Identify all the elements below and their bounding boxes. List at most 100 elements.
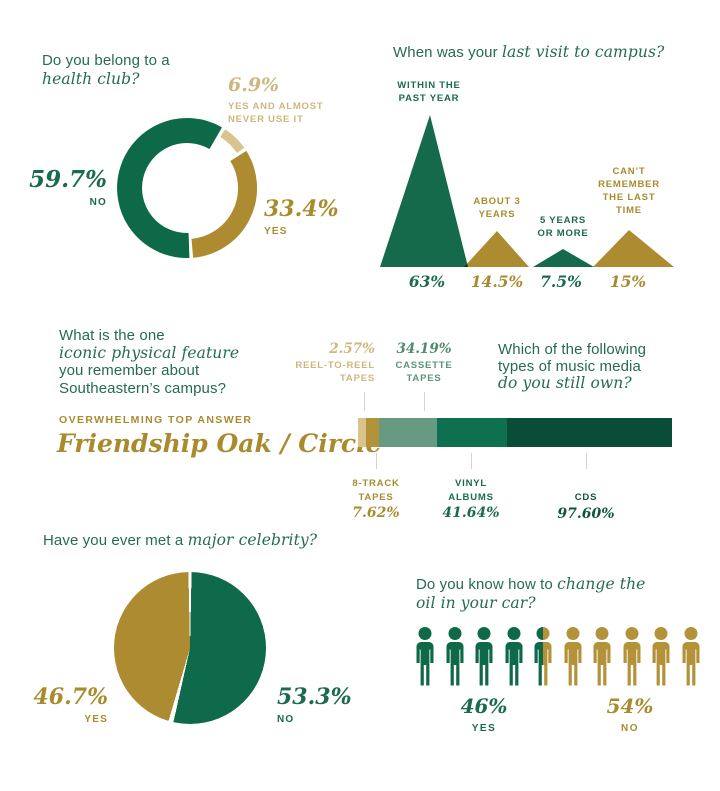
label-no: NO (277, 714, 295, 725)
person-icon-split (530, 627, 556, 686)
label-line: YEARS (478, 209, 516, 220)
label-no: NO (89, 197, 107, 208)
oil-pictogram (412, 627, 704, 686)
top-answer: Friendship Oak / Circle (57, 429, 382, 458)
bar-segment-reel-to-reel (358, 418, 366, 447)
donut-segment-yes-never (220, 129, 245, 154)
music-media-question: Which of the following types of music me… (498, 341, 646, 392)
label-line: ABOUT 3 (473, 196, 521, 207)
question-line: Do you know how to change the (416, 575, 645, 594)
label-line: ALBUMS (448, 491, 494, 503)
label-line: REMEMBER (598, 179, 660, 190)
leader-line-cds (586, 453, 587, 469)
question-line: types of music media (498, 358, 641, 375)
label-line: TAPES (340, 372, 375, 384)
label-yes: YES (264, 226, 288, 237)
question-line-italic: health club? (42, 70, 140, 88)
last-visit-question: When was your last visit to campus? (393, 43, 664, 62)
bar-label-cds: CDS 97.60% (536, 491, 636, 522)
label-line: PAST YEAR (398, 93, 460, 104)
triangle-value-5-years: 7.5% (540, 272, 582, 291)
triangle-value-3-years: 14.5% (470, 272, 524, 291)
bar-label-8-track: 8-TRACK TAPES 7.62% (326, 477, 426, 521)
value-no: 59.7% (29, 166, 107, 193)
label-line: THE LAST (602, 192, 656, 203)
label-yes-never-line2: NEVER USE IT (228, 114, 304, 125)
value-reel: 2.57% (329, 341, 375, 357)
triangle-5-years (533, 249, 594, 267)
pictogram-label-no: 54% NO (580, 694, 680, 735)
label-line: REEL-TO-REEL (295, 360, 375, 371)
question-prefix: When was your (393, 44, 502, 61)
person-icon (619, 627, 645, 686)
bar-segment-8-track (366, 418, 379, 447)
question-line: Do you belong to a (42, 52, 170, 69)
question-line: Which of the following (498, 341, 647, 358)
person-icon (560, 627, 586, 686)
label-no: NO (621, 723, 639, 734)
label-yes-never-line1: YES AND ALMOST (228, 101, 324, 112)
label-line: TIME (616, 205, 642, 216)
question-line-italic: do you still own? (498, 374, 632, 392)
triangle-label-past-year: WITHIN THE PAST YEAR (379, 79, 479, 105)
label-line: 8-TRACK (352, 478, 400, 489)
question-italic: change the (557, 575, 646, 593)
triangle-past-year (380, 115, 468, 267)
label-yes: YES (471, 723, 497, 734)
health-club-donut-chart (117, 118, 257, 258)
pie-label-yes: 46.7% YES (28, 684, 109, 726)
bar-label-cassette: 34.19% CASSETTE TAPES (374, 342, 474, 385)
label-yes: YES (84, 714, 108, 725)
value-yes-never: 6.9% (228, 74, 280, 96)
top-answer-label: OVERWHELMING TOP ANSWER (59, 414, 253, 426)
celebrity-pie-chart (114, 572, 266, 724)
person-icon (442, 627, 468, 686)
person-icon (412, 627, 438, 686)
value-vinyl: 41.64% (442, 505, 500, 521)
health-club-question: Do you belong to a health club? (42, 51, 170, 89)
bar-label-reel-to-reel: 2.57% REEL-TO-REEL TAPES (275, 342, 375, 385)
celebrity-question: Have you ever met a major celebrity? (43, 531, 317, 550)
question-italic: last visit to campus? (501, 43, 665, 61)
pictogram-label-yes: 46% YES (434, 694, 534, 735)
bar-label-vinyl: VINYL ALBUMS 41.64% (421, 477, 521, 521)
triangle-label-3-years: ABOUT 3 YEARS (447, 195, 547, 221)
value-yes: 46.7% (33, 684, 109, 710)
value-8-track: 7.62% (352, 505, 400, 521)
leader-line-cassette (424, 392, 425, 411)
person-icon (471, 627, 497, 686)
label-line: CAN’T (612, 166, 646, 177)
iconic-feature-question: What is the one iconic physical feature … (59, 327, 239, 397)
person-icon (678, 627, 704, 686)
donut-label-no: 59.7% NO (29, 166, 107, 209)
question-line: What is the one (59, 327, 165, 344)
question-prefix: Do you know how to (416, 576, 558, 593)
label-line: CASSETTE (395, 360, 453, 371)
oil-question: Do you know how to change the oil in you… (416, 575, 645, 612)
label-line: VINYL (455, 478, 487, 489)
value-no: 54% (606, 694, 654, 718)
triangle-label-5-years: 5 YEARS OR MORE (513, 214, 613, 240)
question-line-italic: oil in your car? (416, 594, 536, 612)
question-italic: major celebrity? (187, 531, 318, 549)
question-line-italic: iconic physical feature (59, 343, 240, 362)
label-line: CDS (574, 492, 598, 503)
person-icon (648, 627, 674, 686)
pie-label-no: 53.3% NO (277, 684, 352, 726)
value-yes: 33.4% (264, 196, 339, 222)
value-yes: 46% (460, 694, 508, 718)
triangle-value-cant-remember: 15% (609, 272, 647, 291)
donut-label-yes: 33.4% YES (264, 196, 339, 238)
last-visit-triangle-chart (380, 115, 674, 267)
person-icon (501, 627, 527, 686)
label-line: 5 YEARS (539, 215, 587, 226)
value-cds: 97.60% (557, 505, 615, 522)
bar-segment-cassette (378, 418, 437, 447)
donut-segment-yes (191, 150, 257, 258)
question-prefix: Have you ever met a (43, 532, 188, 549)
label-line: WITHIN THE (397, 80, 461, 91)
leader-line-8-track (376, 453, 377, 469)
label-line: TAPES (406, 372, 442, 384)
triangle-value-past-year: 63% (408, 272, 446, 291)
label-line: TAPES (358, 491, 394, 503)
